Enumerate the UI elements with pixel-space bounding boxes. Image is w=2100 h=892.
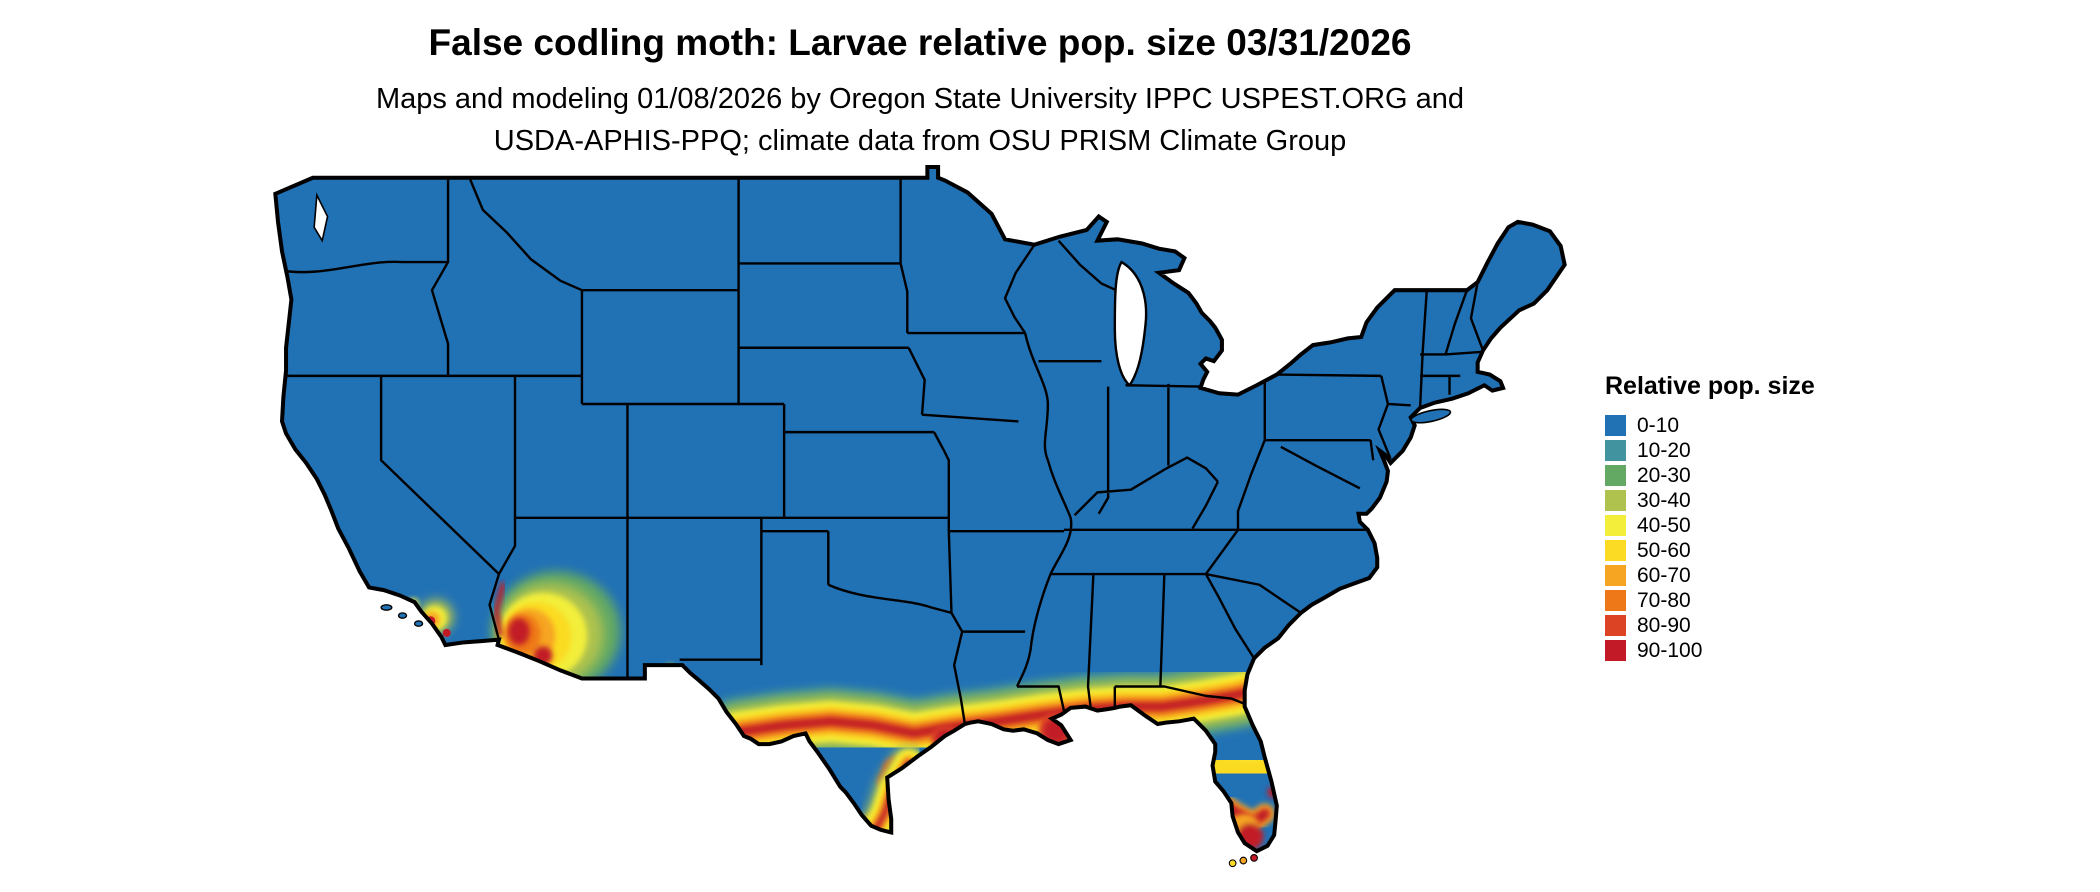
legend-swatch	[1605, 415, 1626, 436]
fl-band-gold	[1210, 763, 1270, 771]
florida-keys	[1228, 854, 1258, 868]
puget-sound	[313, 192, 329, 243]
legend-label: 20-30	[1637, 463, 1691, 487]
legend-label: 70-80	[1637, 588, 1691, 612]
legend-label: 80-90	[1637, 613, 1691, 637]
legend-row: 50-60	[1605, 538, 1815, 563]
legend-row: 30-40	[1605, 488, 1815, 513]
legend-label: 90-100	[1637, 638, 1703, 662]
legend-label: 10-20	[1637, 438, 1691, 462]
legend-row: 20-30	[1605, 463, 1815, 488]
legend-label: 50-60	[1637, 538, 1691, 562]
map-area	[268, 163, 1568, 886]
legend-label: 60-70	[1637, 563, 1691, 587]
legend-row: 40-50	[1605, 513, 1815, 538]
figure-header: False codling moth: Larvae relative pop.…	[0, 0, 1840, 162]
legend-swatch	[1605, 515, 1626, 536]
figure-title: False codling moth: Larvae relative pop.…	[428, 22, 1412, 63]
legend-swatch	[1605, 465, 1626, 486]
legend-row: 90-100	[1605, 638, 1815, 663]
legend-swatch	[1605, 565, 1626, 586]
legend-title: Relative pop. size	[1605, 372, 1815, 400]
legend-row: 70-80	[1605, 588, 1815, 613]
legend-label: 40-50	[1637, 513, 1691, 537]
legend-swatch	[1605, 440, 1626, 461]
figure-subtitle: Maps and modeling 01/08/2026 by Oregon S…	[0, 78, 1840, 162]
legend: Relative pop. size 0-10 10-20 20-30 30-4…	[1605, 372, 1815, 663]
state-borders	[279, 177, 1485, 725]
channel-islands	[380, 604, 424, 627]
legend-swatch	[1605, 540, 1626, 561]
legend-row: 10-20	[1605, 438, 1815, 463]
figure-subtitle-line1: Maps and modeling 01/08/2026 by Oregon S…	[375, 83, 1465, 115]
legend-swatch	[1605, 590, 1626, 611]
figure-subtitle-line2: USDA-APHIS-PPQ; climate data from OSU PR…	[493, 125, 1347, 158]
legend-label: 0-10	[1637, 413, 1680, 437]
legend-row: 60-70	[1605, 563, 1815, 588]
legend-swatch	[1605, 615, 1626, 636]
legend-row: 0-10	[1605, 413, 1815, 438]
legend-swatch	[1605, 640, 1626, 661]
us-map	[268, 163, 1568, 868]
long-island	[1410, 408, 1452, 424]
legend-label: 30-40	[1637, 488, 1691, 512]
legend-row: 80-90	[1605, 613, 1815, 638]
legend-swatch	[1605, 490, 1626, 511]
